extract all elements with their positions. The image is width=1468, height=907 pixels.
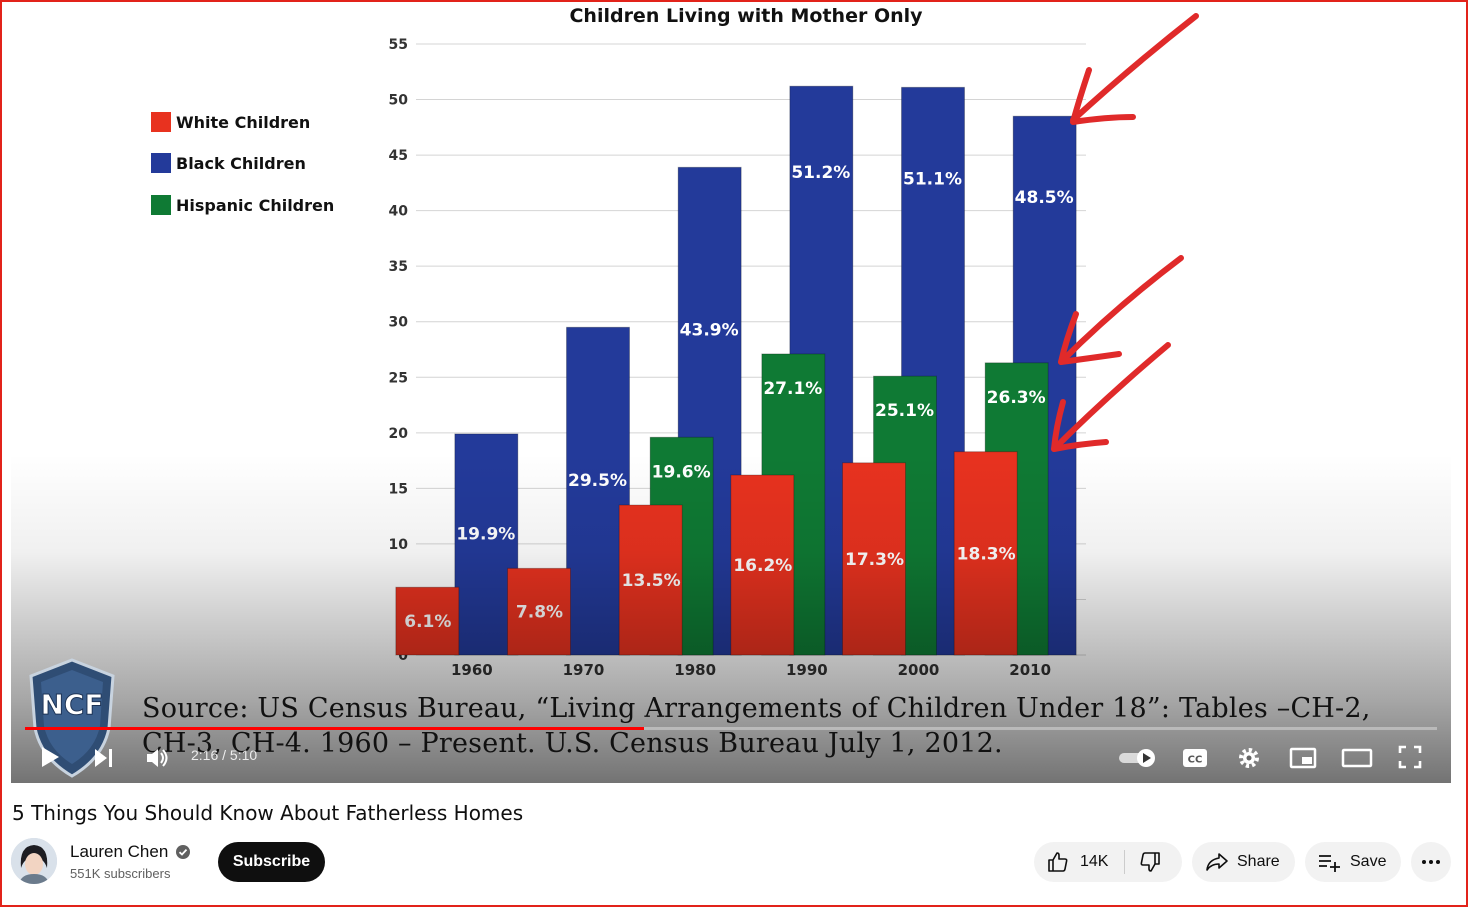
video-player[interactable]: Children Living with Mother Only05101520…	[11, 2, 1451, 783]
data-label-black: 43.9%	[680, 320, 739, 340]
share-label: Share	[1237, 853, 1280, 870]
annotation-arrowhead	[1051, 399, 1109, 452]
theater-icon[interactable]	[1341, 747, 1373, 769]
data-label-hispanic: 19.6%	[652, 462, 711, 482]
x-tick-label: 2000	[898, 661, 940, 679]
y-tick-label: 25	[389, 370, 408, 386]
play-icon[interactable]	[39, 745, 61, 769]
verified-badge-icon	[176, 845, 190, 859]
thumbs-up-icon	[1048, 852, 1068, 872]
y-tick-label: 40	[389, 204, 409, 220]
time-display: 2:16 / 5:10	[191, 747, 258, 763]
avatar-image	[11, 838, 57, 884]
y-tick-label: 20	[389, 426, 409, 442]
x-tick-label: 1960	[451, 661, 493, 679]
save-label: Save	[1350, 853, 1387, 870]
source-caption: Source: US Census Bureau, “Living Arrang…	[142, 691, 1382, 761]
miniplayer-icon[interactable]	[1289, 746, 1317, 770]
y-tick-label: 35	[389, 259, 408, 275]
data-label-black: 19.9%	[456, 524, 515, 544]
y-tick-label: 10	[389, 537, 409, 553]
logo-text: NCF	[40, 688, 103, 721]
svg-text:CC: CC	[1188, 755, 1203, 766]
fullscreen-icon[interactable]	[1397, 744, 1423, 770]
x-tick-label: 2010	[1009, 661, 1051, 679]
like-dislike-group: 14K	[1034, 842, 1182, 882]
legend-swatch	[151, 153, 171, 173]
share-button[interactable]: Share	[1192, 842, 1295, 882]
y-tick-label: 15	[389, 481, 408, 497]
legend-swatch	[151, 195, 171, 215]
share-icon	[1206, 853, 1228, 871]
y-tick-label: 55	[389, 37, 408, 53]
next-icon[interactable]	[93, 747, 115, 769]
data-label-white: 16.2%	[733, 556, 792, 576]
source-caption-line-2: CH-3, CH-4. 1960 – Present. U.S. Census …	[142, 728, 1003, 759]
data-label-white: 18.3%	[957, 544, 1016, 564]
legend-label: Hispanic Children	[176, 196, 334, 215]
more-actions-button[interactable]	[1411, 842, 1451, 882]
volume-icon[interactable]	[145, 746, 171, 770]
settings-icon[interactable]	[1236, 745, 1262, 771]
more-icon	[1422, 860, 1440, 864]
annotation-arrow	[1051, 342, 1171, 452]
data-label-white: 7.8%	[516, 603, 563, 623]
legend-label: White Children	[176, 113, 310, 132]
data-label-hispanic: 26.3%	[987, 388, 1046, 408]
autoplay-toggle-icon[interactable]	[1117, 747, 1157, 769]
like-count: 14K	[1080, 853, 1109, 870]
legend-label: Black Children	[176, 154, 306, 173]
chart-title: Children Living with Mother Only	[569, 5, 923, 27]
x-tick-label: 1970	[563, 661, 605, 679]
data-label-black: 29.5%	[568, 471, 627, 491]
subscribe-button[interactable]: Subscribe	[218, 842, 325, 882]
ncf-logo: NCF	[29, 658, 115, 778]
annotation-arrow	[1058, 255, 1184, 365]
data-label-black: 51.1%	[903, 170, 962, 190]
data-label-hispanic: 27.1%	[763, 379, 822, 399]
video-title: 5 Things You Should Know About Fatherles…	[12, 801, 524, 825]
progress-bar[interactable]	[25, 727, 1437, 730]
save-playlist-icon	[1319, 855, 1340, 872]
legend-swatch	[151, 112, 171, 132]
data-label-white: 13.5%	[622, 571, 681, 591]
channel-name[interactable]: Lauren Chen	[70, 842, 169, 861]
channel-avatar[interactable]	[11, 838, 57, 884]
thumbs-down-icon	[1140, 852, 1160, 872]
data-label-hispanic: 25.1%	[875, 401, 934, 421]
x-tick-label: 1980	[674, 661, 716, 679]
annotation-arrowhead	[1058, 311, 1122, 365]
x-tick-label: 1990	[786, 661, 828, 679]
y-tick-label: 45	[389, 148, 408, 164]
annotation-arrowhead	[1070, 67, 1136, 125]
like-divider	[1124, 850, 1125, 874]
progress-played	[25, 727, 645, 730]
annotation-arrow	[1070, 13, 1199, 123]
subscriber-count: 551K subscribers	[70, 866, 171, 881]
data-label-white: 6.1%	[404, 612, 451, 632]
dislike-button[interactable]	[1138, 850, 1162, 874]
data-label-black: 48.5%	[1015, 188, 1074, 208]
data-label-white: 17.3%	[845, 550, 904, 570]
source-caption-line-1: Source: US Census Bureau, “Living Arrang…	[142, 693, 1371, 724]
y-tick-label: 30	[389, 315, 409, 331]
bar-chart: Children Living with Mother Only05101520…	[151, 5, 1199, 679]
save-button[interactable]: Save	[1305, 842, 1401, 882]
y-tick-label: 50	[389, 93, 409, 109]
data-label-black: 51.2%	[791, 163, 850, 183]
like-button[interactable]: 14K	[1046, 842, 1124, 882]
captions-icon[interactable]: CC	[1181, 746, 1209, 770]
